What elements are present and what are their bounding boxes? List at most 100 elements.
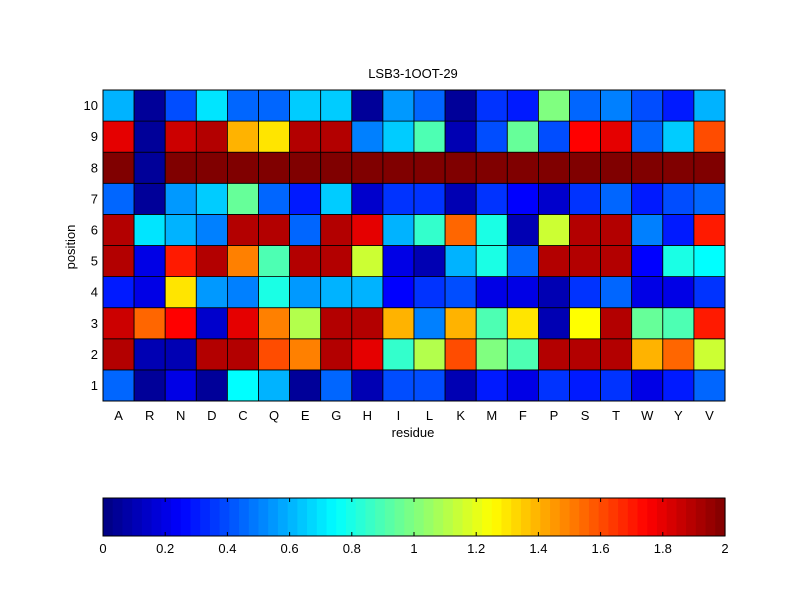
heatmap-cell-W-8: [631, 151, 664, 184]
colorbar-segment: [161, 498, 172, 536]
heatmap-cell-Y-4: [662, 276, 695, 309]
heatmap-cell-D-8: [195, 151, 228, 184]
colorbar-segment: [404, 498, 415, 536]
colorbar-segment: [103, 498, 114, 536]
colorbar-segment: [316, 498, 328, 536]
heatmap-cell-N-2: [164, 338, 197, 371]
colorbar-tick-labels: 0 0.2 0.4 0.6 0.8 1 1.2 1.4 1.6 1.8 2: [99, 498, 729, 556]
y-tick-labels: 1 2 3 4 5 6 7 8 9 10: [84, 98, 98, 393]
heatmap-cell-R-4: [133, 276, 166, 309]
heatmap-cell-Y-5: [662, 245, 695, 278]
heatmap-cell-Y-7: [662, 182, 695, 215]
heatmap-cell-P-5: [538, 245, 570, 278]
colorbar-segment: [598, 498, 609, 536]
heatmap-cell-H-3: [351, 307, 384, 340]
heatmap-cell-G-10: [320, 89, 353, 122]
heatmap-cell-W-9: [631, 120, 664, 153]
colorbar-segment: [384, 498, 396, 536]
colorbar-segment: [141, 498, 153, 536]
heatmap-cell-K-5: [444, 245, 477, 278]
heatmap-cell-W-2: [631, 338, 664, 371]
heatmap-cell-R-2: [133, 338, 166, 371]
heatmap-cell-R-3: [133, 307, 166, 340]
y-tick-label: 7: [91, 191, 98, 206]
heatmap-cell-V-1: [693, 369, 726, 402]
heatmap-cell-N-7: [164, 182, 197, 215]
colorbar-segment: [695, 498, 707, 536]
heatmap-cell-A-9: [102, 120, 135, 153]
heatmap-cell-L-5: [413, 245, 446, 278]
y-tick-label: 5: [91, 254, 98, 269]
heatmap-cell-P-6: [538, 213, 570, 246]
x-tick-label: I: [397, 408, 401, 423]
heatmap-cell-Q-6: [258, 213, 291, 246]
heatmap-cell-V-2: [693, 338, 726, 371]
heatmap-cell-E-3: [289, 307, 322, 340]
heatmap-cell-Y-2: [662, 338, 695, 371]
heatmap-cell-V-9: [693, 120, 726, 153]
heatmap-cell-Y-10: [662, 89, 695, 122]
heatmap-cell-S-8: [569, 151, 602, 184]
colorbar-segment: [151, 498, 162, 536]
heatmap-cell-G-2: [320, 338, 353, 371]
heatmap-cell-I-7: [382, 182, 415, 215]
heatmap-cell-E-8: [289, 151, 322, 184]
heatmap-cell-S-9: [569, 120, 602, 153]
heatmap-cell-A-3: [102, 307, 135, 340]
heatmap-cell-C-10: [226, 89, 259, 122]
heatmap-cell-Y-6: [662, 213, 695, 246]
heatmap-cell-E-9: [289, 120, 322, 153]
colorbar-tick-label: 0: [99, 541, 106, 556]
heatmap-cell-P-3: [538, 307, 570, 340]
y-tick-label: 1: [91, 378, 98, 393]
colorbar-segment: [501, 498, 512, 536]
colorbar-segment: [627, 498, 639, 536]
heatmap-cell-Q-2: [258, 338, 291, 371]
heatmap-cell-K-8: [444, 151, 477, 184]
heatmap-cell-P-10: [538, 89, 570, 122]
colorbar-segment: [190, 498, 201, 536]
heatmap-cell-W-4: [631, 276, 664, 309]
colorbar-segment: [559, 498, 571, 536]
heatmap-cell-S-4: [569, 276, 602, 309]
heatmap-cell-V-6: [693, 213, 726, 246]
colorbar-segment: [423, 498, 435, 536]
heatmap-cell-T-2: [600, 338, 633, 371]
heatmap-cell-S-1: [569, 369, 602, 402]
colorbar-segment: [336, 498, 347, 536]
colorbar-segment: [452, 498, 464, 536]
x-tick-label: V: [705, 408, 714, 423]
heatmap-cell-D-10: [195, 89, 228, 122]
heatmap-cell-E-2: [289, 338, 322, 371]
heatmap-cell-I-8: [382, 151, 415, 184]
heatmap-cell-R-1: [133, 369, 166, 402]
heatmap-cell-I-4: [382, 276, 415, 309]
heatmap-cell-P-2: [538, 338, 570, 371]
heatmap-cell-A-10: [102, 89, 135, 122]
x-tick-label: N: [176, 408, 185, 423]
y-tick-label: 10: [84, 98, 98, 113]
heatmap-cell-N-9: [164, 120, 197, 153]
x-tick-label: W: [641, 408, 654, 423]
chart-title: LSB3-1OOT-29: [368, 66, 458, 81]
heatmap-cell-Q-8: [258, 151, 291, 184]
x-tick-label: T: [612, 408, 620, 423]
heatmap-cell-A-4: [102, 276, 135, 309]
heatmap-cell-A-6: [102, 213, 135, 246]
heatmap-cell-S-7: [569, 182, 602, 215]
x-tick-label: Y: [674, 408, 683, 423]
heatmap-cell-M-9: [475, 120, 508, 153]
heatmap-cell-S-5: [569, 245, 602, 278]
heatmap-cell-D-4: [195, 276, 228, 309]
colorbar-segment: [520, 498, 532, 536]
heatmap-cell-A-5: [102, 245, 135, 278]
heatmap-cell-K-6: [444, 213, 477, 246]
heatmap-cell-L-2: [413, 338, 446, 371]
x-tick-label: D: [207, 408, 216, 423]
x-tick-label: S: [581, 408, 590, 423]
heatmap-cell-N-1: [164, 369, 197, 402]
plot-frame: [102, 89, 726, 402]
colorbar-segment: [307, 498, 318, 536]
x-tick-label: H: [363, 408, 372, 423]
colorbar-segment: [443, 498, 454, 536]
